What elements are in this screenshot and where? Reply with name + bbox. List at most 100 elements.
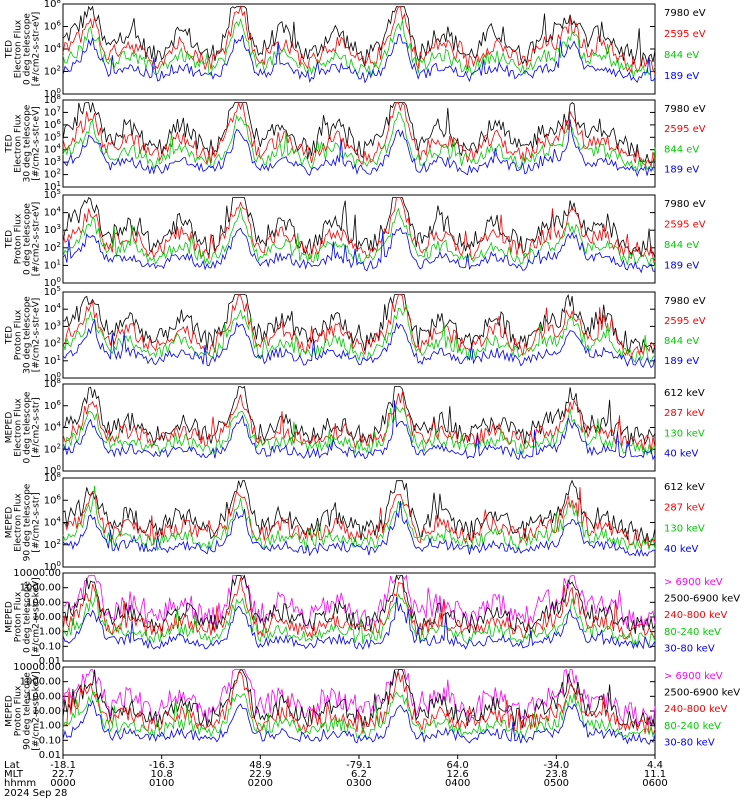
series-line-844-ev — [62, 18, 656, 78]
legend-entry: 2595 eV — [664, 219, 706, 230]
y-axis-title-line: 90 deg telescope — [23, 483, 33, 561]
series-line-844-ev — [62, 207, 656, 268]
y-axis-title: TED Proton Flux 30 deg telescope [#/cm2-s-s… — [5, 296, 42, 374]
legend-entry: 40 keV — [664, 449, 698, 460]
series-line-7980-ev — [62, 5, 656, 67]
y-tick-label: 10.00 — [32, 706, 61, 717]
y-tick-label: 105 — [44, 130, 61, 143]
series-line-189-ev — [62, 119, 656, 178]
legend-entry: 844 eV — [664, 336, 699, 347]
x-tick-label-mlt: 11.1 — [644, 769, 666, 780]
y-axis-title-line: [#/cm2-s-str] — [32, 492, 42, 552]
legend-entry: 2595 eV — [664, 316, 706, 327]
series-line-189-ev — [62, 34, 656, 84]
y-tick-label: 1000.00 — [20, 583, 61, 594]
y-axis-title-line: Proton Flux — [14, 591, 24, 642]
y-axis-title-line: MEPED — [5, 412, 15, 444]
panel-frame — [62, 99, 656, 188]
y-tick-label: 104 — [44, 143, 62, 156]
y-tick-label: 10000.00 — [13, 568, 61, 579]
series-line-189-ev — [62, 319, 656, 369]
legend-entry: 240-800 keV — [664, 704, 728, 715]
series-line-7980-ev — [62, 196, 656, 258]
legend-entry: 189 eV — [664, 165, 699, 176]
legend-entry: 130 keV — [664, 428, 705, 439]
y-tick-label: 101 — [44, 354, 61, 367]
y-axis-title: MEPED Electron Flux 90 deg telescope [#/cm2… — [5, 483, 42, 561]
y-tick-label: 105 — [44, 188, 61, 201]
y-axis-title: MEPED Proton Flux 0 deg telescope [#/cm2-s-… — [5, 577, 42, 656]
y-tick-label: 100.00 — [26, 691, 61, 702]
panel-frame — [62, 572, 656, 662]
y-tick-label: 108 — [44, 93, 61, 106]
y-tick-label: 0.01 — [39, 750, 61, 761]
y-axis-title: TED Electron Flux 30 deg telescope [#/cm2-s… — [5, 104, 42, 182]
y-tick-label: 0.01 — [39, 656, 61, 667]
legend-entry: 612 keV — [664, 388, 705, 399]
series-line-30-80-kev — [62, 596, 656, 650]
x-tick-label-mlt: 23.8 — [545, 769, 567, 780]
legend-entry: 240-800 keV — [664, 610, 728, 621]
x-date-label: 2024 Sep 28 — [4, 788, 67, 799]
y-axis-title-line: TED — [5, 326, 15, 345]
legend-entry: 287 keV — [664, 503, 705, 514]
y-tick-label: 10.00 — [32, 612, 61, 623]
legend-entry: 40 keV — [664, 544, 698, 555]
panel-frame — [62, 194, 656, 284]
series-line-240-800-kev — [62, 671, 656, 737]
y-tick-label: 107 — [44, 105, 61, 118]
panel-7: 10000.001000.00100.0010.001.000.100.01ME… — [5, 568, 741, 667]
series-line-2595-ev — [62, 101, 656, 167]
y-tick-label: 106 — [44, 20, 62, 33]
legend-entry: 189 eV — [664, 71, 699, 82]
x-tick-label-lat: -18.1 — [50, 760, 76, 771]
series-line-2595-ev — [62, 197, 656, 262]
x-tick-label-hhmm: 0200 — [248, 778, 273, 789]
legend-entry: 2500-6900 keV — [664, 594, 740, 605]
y-tick-label: 100 — [44, 371, 61, 384]
y-tick-label: 102 — [44, 337, 61, 350]
series-line-7980-ev — [62, 102, 656, 164]
y-axis-title-line: Electron Flux — [14, 19, 24, 78]
y-axis-title-line: [#/cm2-s-str-eV] — [32, 12, 42, 87]
x-tick-label-lat: 64.0 — [447, 760, 469, 771]
y-axis-title-line: MEPED — [5, 695, 15, 727]
series-line-612-kev — [62, 385, 656, 446]
x-tick-label-mlt: 22.9 — [249, 769, 271, 780]
series-line--6900-kev — [62, 668, 656, 728]
series-line-40-kev — [62, 400, 656, 461]
x-tick-label-lat: -34.0 — [543, 760, 569, 771]
y-axis-title-line: 30 deg telescope — [23, 296, 33, 374]
x-tick-label-lat: -79.1 — [346, 760, 372, 771]
y-tick-label: 0.10 — [39, 735, 61, 746]
legend-entry: 844 eV — [664, 144, 699, 155]
y-tick-label: 103 — [44, 319, 61, 332]
y-axis-title-line: [#/cm2-s-str-keV] — [32, 671, 42, 750]
y-tick-label: 104 — [44, 206, 62, 219]
series-line-30-80-kev — [62, 699, 656, 746]
y-axis-title-line: MEPED — [5, 507, 15, 539]
legend-entry: 7980 eV — [664, 8, 706, 19]
y-tick-label: 101 — [44, 258, 61, 271]
legend-entry: 287 keV — [664, 408, 705, 419]
x-tick-label-lat: -16.3 — [149, 760, 175, 771]
series-line-612-kev — [62, 479, 656, 543]
legend-entry: 844 eV — [664, 50, 699, 61]
legend-entry: > 6900 keV — [664, 671, 723, 682]
y-axis-title-line: Electron Flux — [14, 493, 24, 552]
y-axis-title-line: [#/cm2-s-str-eV] — [32, 106, 42, 181]
y-axis-title-line: TED — [5, 134, 15, 153]
y-tick-label: 108 — [44, 0, 61, 10]
x-tick-label-hhmm: 0100 — [149, 778, 174, 789]
y-axis-title: TED Electron Flux 0 deg telescope [#/cm2-s-… — [5, 12, 42, 87]
y-tick-label: 102 — [44, 65, 61, 78]
y-axis-title-line: Proton Flux — [14, 213, 24, 264]
y-axis-title-line: 0 deg telescope — [23, 13, 33, 85]
y-axis-title-line: MEPED — [5, 601, 15, 633]
y-axis-title-line: 0 deg telescope — [23, 203, 33, 275]
y-axis-title-line: Electron Flux — [14, 114, 24, 173]
x-tick-label-hhmm: 0400 — [445, 778, 470, 789]
